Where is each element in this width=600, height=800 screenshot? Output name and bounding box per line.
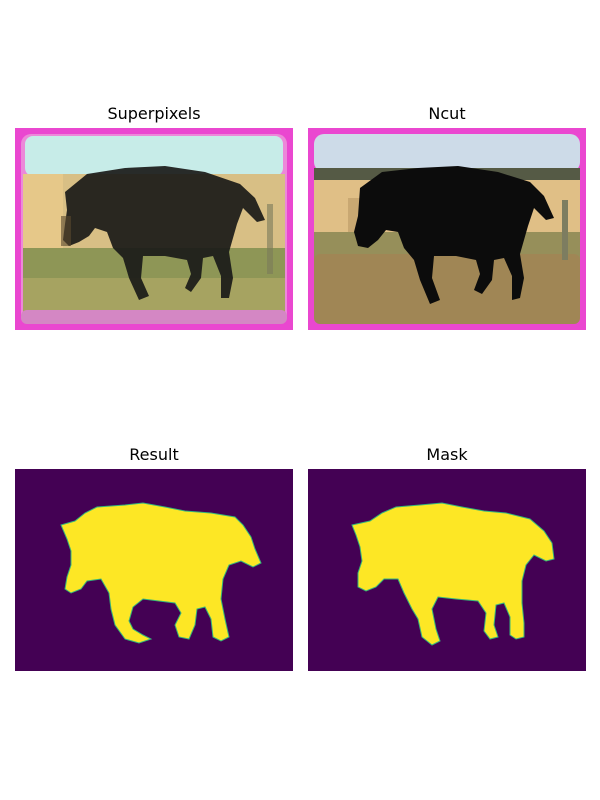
ncut-title: Ncut — [428, 104, 466, 123]
superpixels-title: Superpixels — [107, 104, 201, 123]
result-mask-image — [15, 469, 293, 671]
superpixels-image — [15, 128, 293, 330]
ncut-image — [308, 128, 586, 330]
ncut-panel — [308, 128, 586, 330]
result-panel — [15, 469, 293, 671]
superpixels-panel — [15, 128, 293, 330]
result-title: Result — [129, 445, 179, 464]
mask-panel — [308, 469, 586, 671]
mask-title: Mask — [426, 445, 468, 464]
ground-truth-mask-image — [308, 469, 586, 671]
